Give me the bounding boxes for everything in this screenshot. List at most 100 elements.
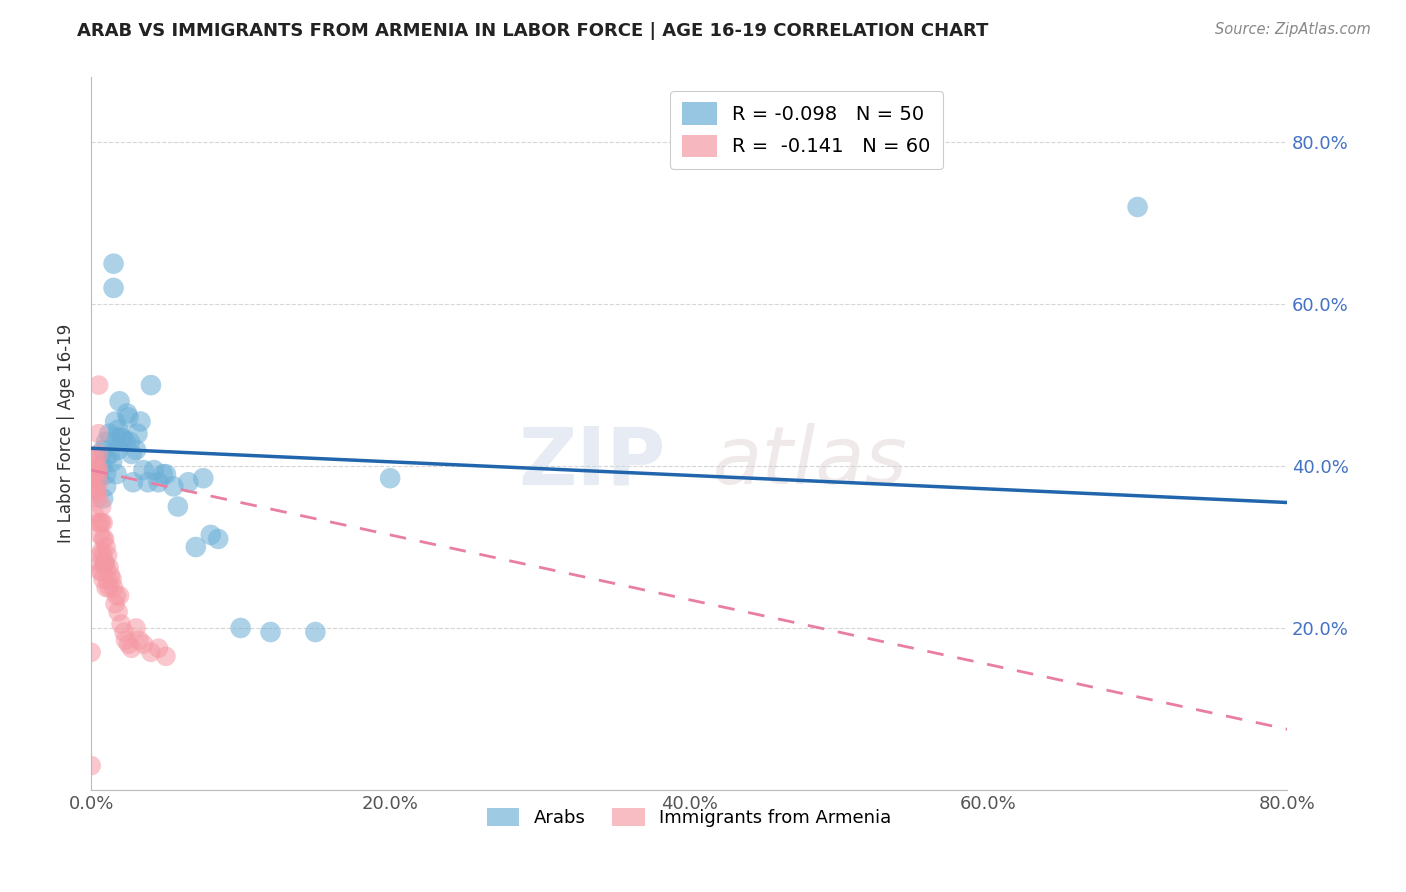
Point — [87, 378, 110, 392]
Point — [91, 548, 114, 562]
Point — [84, 487, 107, 501]
Point — [83, 508, 105, 522]
Point — [105, 431, 128, 445]
Legend: Arabs, Immigrants from Armenia: Arabs, Immigrants from Armenia — [479, 800, 898, 834]
Point — [103, 257, 125, 271]
Point — [91, 491, 114, 506]
Point — [114, 434, 136, 449]
Point — [107, 605, 129, 619]
Point — [125, 621, 148, 635]
Point — [107, 423, 129, 437]
Point — [177, 475, 200, 490]
Point — [110, 431, 132, 445]
Point — [87, 471, 110, 485]
Point — [84, 463, 107, 477]
Point — [117, 410, 139, 425]
Point — [89, 548, 111, 562]
Point — [100, 568, 122, 582]
Text: ZIP: ZIP — [517, 423, 665, 501]
Point — [139, 378, 162, 392]
Point — [84, 450, 107, 465]
Point — [101, 573, 124, 587]
Point — [86, 467, 108, 482]
Point — [129, 415, 152, 429]
Point — [87, 491, 110, 506]
Point — [229, 621, 252, 635]
Point — [98, 581, 121, 595]
Point — [112, 625, 135, 640]
Point — [110, 616, 132, 631]
Point — [91, 532, 114, 546]
Point — [91, 442, 114, 457]
Point — [107, 442, 129, 457]
Point — [193, 471, 215, 485]
Point — [82, 475, 104, 490]
Point — [94, 560, 117, 574]
Point — [90, 516, 112, 530]
Point — [98, 426, 121, 441]
Point — [93, 556, 115, 570]
Point — [108, 589, 131, 603]
Point — [86, 458, 108, 473]
Point — [97, 573, 120, 587]
Point — [94, 450, 117, 465]
Point — [155, 467, 177, 482]
Point — [148, 641, 170, 656]
Point — [115, 406, 138, 420]
Point — [104, 415, 127, 429]
Point — [97, 548, 120, 562]
Point — [90, 458, 112, 473]
Point — [121, 447, 143, 461]
Point — [80, 758, 103, 772]
Point — [103, 281, 125, 295]
Point — [89, 516, 111, 530]
Point — [105, 467, 128, 482]
Text: Source: ZipAtlas.com: Source: ZipAtlas.com — [1215, 22, 1371, 37]
Point — [87, 475, 110, 490]
Point — [90, 564, 112, 578]
Point — [103, 581, 125, 595]
Point — [152, 467, 174, 482]
Point — [148, 475, 170, 490]
Point — [100, 447, 122, 461]
Point — [122, 475, 145, 490]
Point — [155, 649, 177, 664]
Text: atlas: atlas — [713, 423, 908, 501]
Point — [87, 426, 110, 441]
Point — [304, 625, 326, 640]
Point — [108, 394, 131, 409]
Point — [82, 450, 104, 465]
Point — [127, 426, 149, 441]
Point — [94, 540, 117, 554]
Point — [94, 434, 117, 449]
Point — [90, 500, 112, 514]
Point — [94, 581, 117, 595]
Point — [1126, 200, 1149, 214]
Point — [89, 556, 111, 570]
Point — [80, 645, 103, 659]
Point — [121, 641, 143, 656]
Point — [93, 556, 115, 570]
Y-axis label: In Labor Force | Age 16-19: In Labor Force | Age 16-19 — [58, 324, 75, 543]
Point — [89, 564, 111, 578]
Point — [132, 637, 155, 651]
Point — [91, 573, 114, 587]
Point — [128, 633, 150, 648]
Point — [83, 467, 105, 482]
Point — [162, 479, 184, 493]
Point — [87, 463, 110, 477]
Text: ARAB VS IMMIGRANTS FROM ARMENIA IN LABOR FORCE | AGE 16-19 CORRELATION CHART: ARAB VS IMMIGRANTS FROM ARMENIA IN LABOR… — [77, 22, 988, 40]
Point — [91, 516, 114, 530]
Point — [104, 597, 127, 611]
Point — [117, 637, 139, 651]
Point — [86, 483, 108, 498]
Point — [132, 463, 155, 477]
Point — [114, 633, 136, 648]
Point — [94, 467, 117, 482]
Point — [142, 463, 165, 477]
Point — [101, 455, 124, 469]
Point — [118, 434, 141, 449]
Point — [200, 528, 222, 542]
Point — [93, 532, 115, 546]
Point — [184, 540, 207, 554]
